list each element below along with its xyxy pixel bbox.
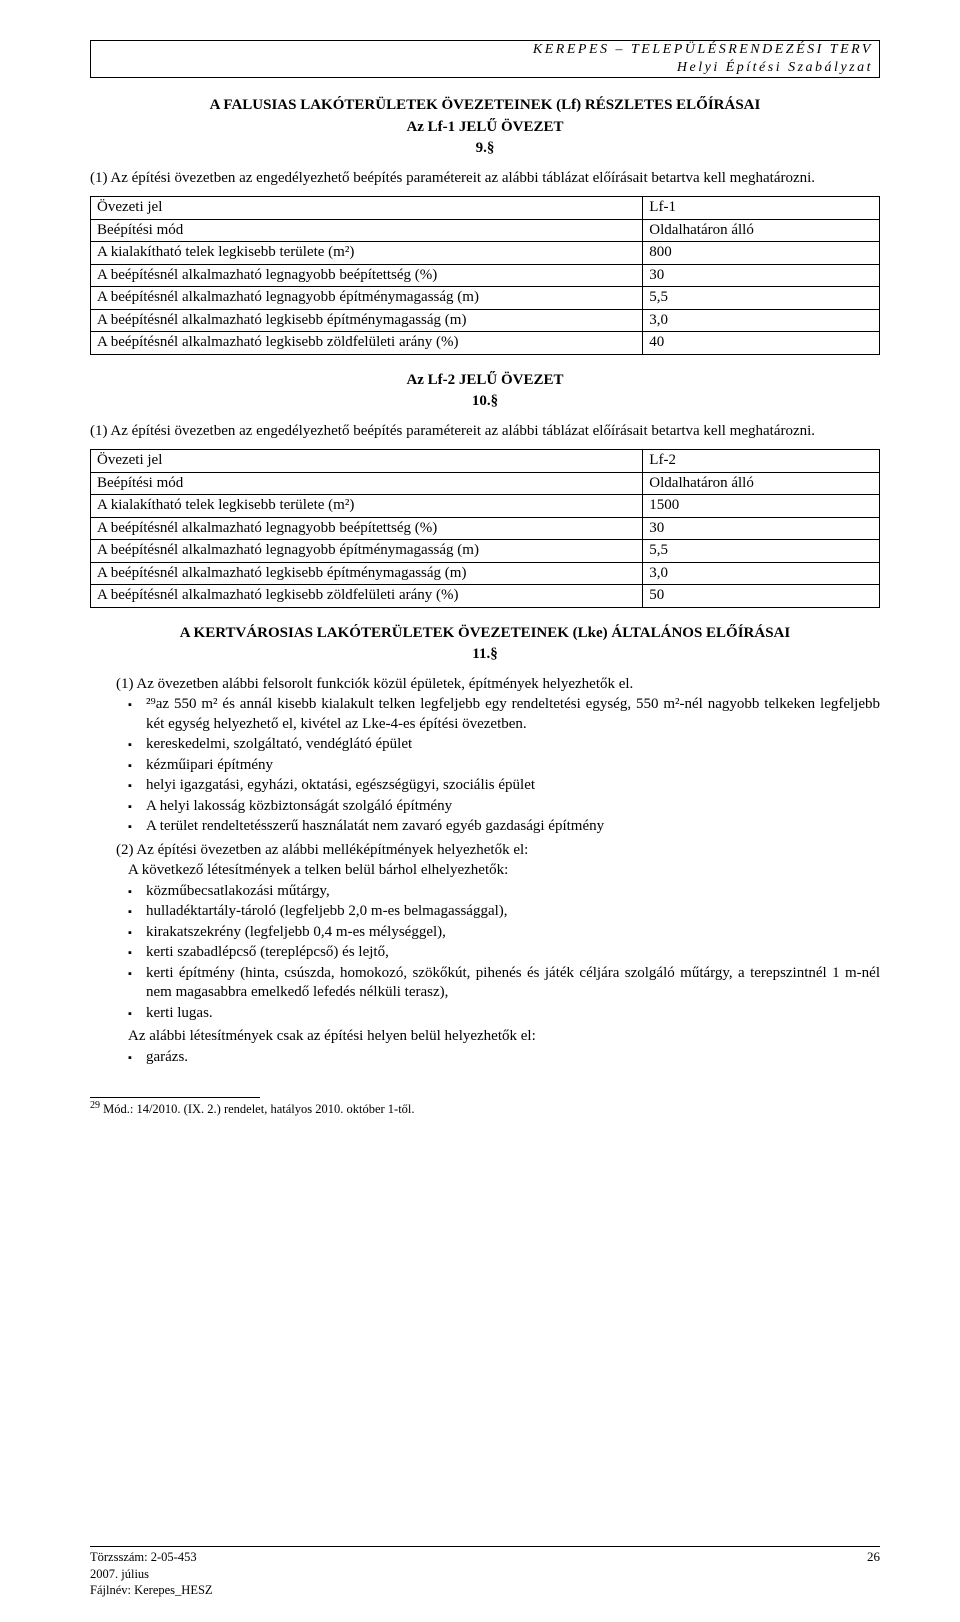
list-item: kézműipari építmény xyxy=(90,756,880,776)
table-cell: Lf-2 xyxy=(643,450,880,473)
footnote-marker: 29 xyxy=(90,1100,100,1111)
table-cell: Beépítési mód xyxy=(91,472,643,495)
table-cell: A beépítésnél alkalmazható legkisebb zöl… xyxy=(91,585,643,608)
section-9-subtitle: Az Lf-1 JELŰ ÖVEZET xyxy=(90,118,880,138)
list-item: helyi igazgatási, egyházi, oktatási, egé… xyxy=(90,776,880,796)
table-row: A kialakítható telek legkisebb területe … xyxy=(91,495,880,518)
section-9-title: A FALUSIAS LAKÓTERÜLETEK ÖVEZETEINEK (Lf… xyxy=(90,96,880,116)
section-11-title: A KERTVÁROSIAS LAKÓTERÜLETEK ÖVEZETEINEK… xyxy=(90,624,880,644)
section-11-p2-sub: A következő létesítmények a telken belül… xyxy=(90,861,880,881)
table-row: Övezeti jelLf-2 xyxy=(91,450,880,473)
table-cell: Beépítési mód xyxy=(91,219,643,242)
list-item: kirakatszekrény (legfeljebb 0,4 m-es mél… xyxy=(90,923,880,943)
list-item: ²⁹az 550 m² és annál kisebb kialakult te… xyxy=(90,695,880,734)
header-box: KEREPES – TELEPÜLÉSRENDEZÉSI TERV Helyi … xyxy=(90,40,880,78)
footer-torzs: Törzsszám: 2-05-453 xyxy=(90,1549,213,1565)
section-11-p1-list: ²⁹az 550 m² és annál kisebb kialakult te… xyxy=(90,695,880,837)
list-item: kerti építmény (hinta, csúszda, homokozó… xyxy=(90,964,880,1003)
page-footer: Törzsszám: 2-05-453 2007. július Fájlnév… xyxy=(90,1546,880,1598)
list-item: garázs. xyxy=(90,1048,880,1068)
table-cell: A beépítésnél alkalmazható legkisebb épí… xyxy=(91,309,643,332)
list-item: kerti szabadlépcső (tereplépcső) és lejt… xyxy=(90,943,880,963)
footnote-29: 29 Mód.: 14/2010. (IX. 2.) rendelet, hat… xyxy=(90,1101,880,1117)
section-10-number: 10.§ xyxy=(90,392,880,412)
footer-file: Fájlnév: Kerepes_HESZ xyxy=(90,1582,213,1598)
table-lf2: Övezeti jelLf-2Beépítési módOldalhatáron… xyxy=(90,449,880,608)
header-title-1: KEREPES – TELEPÜLÉSRENDEZÉSI TERV xyxy=(91,41,879,59)
table-cell: A beépítésnél alkalmazható legkisebb zöl… xyxy=(91,332,643,355)
list-item: A terület rendeltetésszerű használatát n… xyxy=(90,817,880,837)
table-row: A kialakítható telek legkisebb területe … xyxy=(91,242,880,265)
table-row: A beépítésnél alkalmazható legkisebb zöl… xyxy=(91,585,880,608)
section-11-number: 11.§ xyxy=(90,645,880,665)
table-row: Beépítési módOldalhatáron álló xyxy=(91,472,880,495)
list-item: kereskedelmi, szolgáltató, vendéglátó ép… xyxy=(90,735,880,755)
list-item: hulladéktartály-tároló (legfeljebb 2,0 m… xyxy=(90,902,880,922)
table-lf1: Övezeti jelLf-1Beépítési módOldalhatáron… xyxy=(90,196,880,355)
table-cell: 5,5 xyxy=(643,540,880,563)
section-9-para-1: (1) Az építési övezetben az engedélyezhe… xyxy=(90,169,880,189)
footnote-text: Mód.: 14/2010. (IX. 2.) rendelet, hatály… xyxy=(100,1102,415,1116)
section-10-para-1: (1) Az építési övezetben az engedélyezhe… xyxy=(90,422,880,442)
table-cell: A beépítésnél alkalmazható legkisebb épí… xyxy=(91,562,643,585)
table-row: A beépítésnél alkalmazható legkisebb épí… xyxy=(91,562,880,585)
table-cell: Oldalhatáron álló xyxy=(643,472,880,495)
table-cell: Övezeti jel xyxy=(91,197,643,220)
list-item: kerti lugas. xyxy=(90,1004,880,1024)
table-cell: 3,0 xyxy=(643,309,880,332)
page-number: 26 xyxy=(867,1549,880,1598)
table-cell: A beépítésnél alkalmazható legnagyobb be… xyxy=(91,517,643,540)
section-11-p2-list2: garázs. xyxy=(90,1048,880,1068)
table-cell: A beépítésnél alkalmazható legnagyobb be… xyxy=(91,264,643,287)
table-cell: A kialakítható telek legkisebb területe … xyxy=(91,242,643,265)
section-11-p2-list: közműbecsatlakozási műtárgy,hulladéktart… xyxy=(90,882,880,1024)
section-11-p2-sub2: Az alábbi létesítmények csak az építési … xyxy=(90,1027,880,1047)
table-cell: 3,0 xyxy=(643,562,880,585)
table-cell: 1500 xyxy=(643,495,880,518)
table-row: A beépítésnél alkalmazható legnagyobb be… xyxy=(91,264,880,287)
table-row: A beépítésnél alkalmazható legnagyobb ép… xyxy=(91,287,880,310)
table-cell: 30 xyxy=(643,517,880,540)
section-11-p1-lead: (1) Az övezetben alábbi felsorolt funkci… xyxy=(90,675,880,695)
table-row: A beépítésnél alkalmazható legkisebb zöl… xyxy=(91,332,880,355)
section-10-subtitle: Az Lf-2 JELŰ ÖVEZET xyxy=(90,371,880,391)
table-cell: Lf-1 xyxy=(643,197,880,220)
table-cell: 30 xyxy=(643,264,880,287)
table-cell: 40 xyxy=(643,332,880,355)
table-row: A beépítésnél alkalmazható legnagyobb ép… xyxy=(91,540,880,563)
list-item: A helyi lakosság közbiztonságát szolgáló… xyxy=(90,797,880,817)
table-cell: Oldalhatáron álló xyxy=(643,219,880,242)
table-row: Beépítési módOldalhatáron álló xyxy=(91,219,880,242)
footer-date: 2007. július xyxy=(90,1566,213,1582)
table-cell: 5,5 xyxy=(643,287,880,310)
table-row: A beépítésnél alkalmazható legkisebb épí… xyxy=(91,309,880,332)
table-row: Övezeti jelLf-1 xyxy=(91,197,880,220)
table-cell: Övezeti jel xyxy=(91,450,643,473)
list-item: közműbecsatlakozási műtárgy, xyxy=(90,882,880,902)
footnote-rule xyxy=(90,1097,260,1098)
header-title-2: Helyi Építési Szabályzat xyxy=(91,59,879,77)
table-row: A beépítésnél alkalmazható legnagyobb be… xyxy=(91,517,880,540)
footer-left: Törzsszám: 2-05-453 2007. július Fájlnév… xyxy=(90,1549,213,1598)
table-cell: A beépítésnél alkalmazható legnagyobb ép… xyxy=(91,540,643,563)
table-cell: 800 xyxy=(643,242,880,265)
section-9-number: 9.§ xyxy=(90,139,880,159)
table-cell: A kialakítható telek legkisebb területe … xyxy=(91,495,643,518)
section-11-p2-lead: (2) Az építési övezetben az alábbi mellé… xyxy=(90,841,880,861)
table-cell: 50 xyxy=(643,585,880,608)
table-cell: A beépítésnél alkalmazható legnagyobb ép… xyxy=(91,287,643,310)
